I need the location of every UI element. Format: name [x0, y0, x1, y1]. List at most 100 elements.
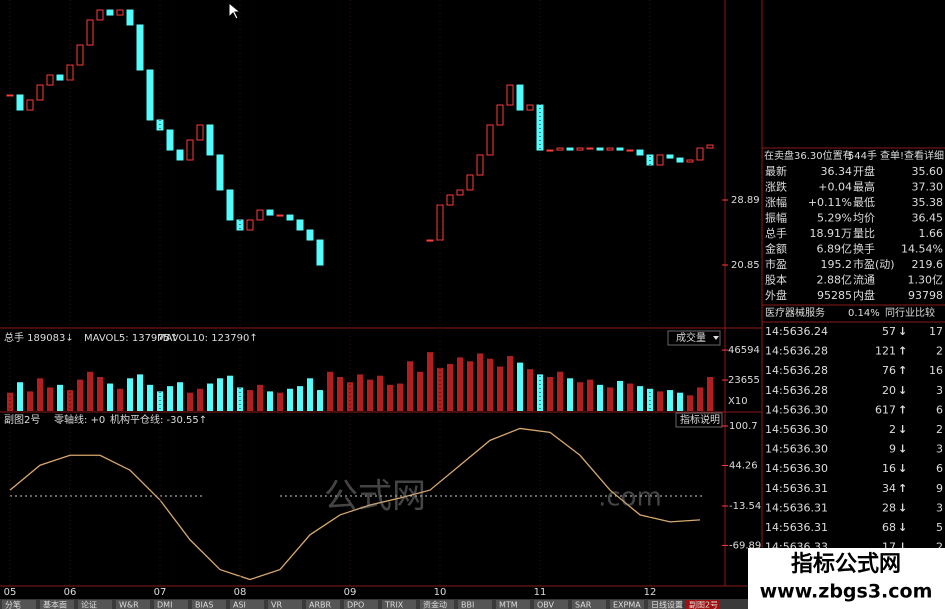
quote-label: 换手 [853, 242, 875, 256]
candle [176, 149, 184, 161]
x-tick-label: 05 [4, 587, 17, 598]
volume-header: 总手 189083↓ [4, 331, 74, 344]
trade-volume: 28 [882, 501, 896, 514]
volume-bar [127, 378, 133, 411]
x-tick-label: 12 [644, 587, 657, 598]
volume-bar [327, 371, 333, 411]
candle [536, 104, 544, 151]
volume-bar [137, 374, 143, 411]
trade-count: 16 [929, 364, 943, 377]
volume-bar [477, 353, 483, 411]
volume-bar [567, 378, 573, 411]
candle [126, 9, 134, 26]
volume-header: MAVOL5: 137975↑ [84, 333, 178, 344]
tab[interactable] [116, 600, 150, 609]
volume-bar [107, 383, 113, 411]
content: 20.85 28.89 总手 189083↓ MAVOL5: 137975↑MAVOL… [4, 0, 944, 598]
tab[interactable] [648, 600, 682, 609]
tab[interactable] [192, 600, 226, 609]
tab[interactable] [496, 600, 530, 609]
quote-value: 36.45 [912, 212, 944, 225]
volume-bar [57, 384, 63, 411]
quote-value: 1.66 [919, 227, 944, 240]
trade-arrow: ↓ [898, 443, 907, 456]
volume-bar [397, 383, 403, 411]
volume-bar [457, 357, 463, 411]
trade-time: 14:56 [765, 462, 797, 475]
link: 查看详细 [904, 149, 944, 162]
volume-bar [707, 376, 713, 411]
trade-volume: 57 [882, 325, 896, 338]
candle [296, 219, 304, 231]
candle [256, 209, 264, 221]
tab[interactable] [344, 600, 378, 609]
candle [316, 239, 324, 266]
tab-bar [0, 599, 762, 609]
candle [616, 147, 624, 151]
volume-bar [87, 371, 93, 411]
y-tick-label: 28.89 [731, 195, 760, 206]
volume-bar [227, 375, 233, 411]
trade-arrow: ↑ [898, 482, 907, 495]
candle [446, 194, 454, 206]
trade-volume: 9 [889, 443, 896, 456]
tab[interactable] [420, 600, 454, 609]
volume-bar [157, 391, 163, 411]
candle [116, 9, 124, 16]
quote-value: 35.38 [912, 196, 944, 209]
volume-bar [297, 386, 303, 411]
trade-time: 14:56 [765, 325, 797, 338]
volume-bar [467, 361, 473, 411]
tab[interactable] [78, 600, 112, 609]
tab-label: BIAS [195, 601, 213, 609]
tab[interactable] [306, 600, 340, 609]
volume-bar [597, 384, 603, 411]
candle [486, 124, 494, 156]
sector-name: 医疗器械服务 [765, 306, 825, 319]
candle [306, 229, 314, 241]
watermark: 公式网 [324, 477, 426, 517]
volume-bar [247, 390, 253, 411]
tab[interactable] [2, 600, 36, 609]
trade-arrow: ↑ [898, 364, 907, 377]
indicator-header: 机构平仓线: -30.55↑ [110, 413, 207, 426]
candle [666, 154, 674, 159]
y-tick-label: 44.26 [729, 461, 758, 472]
quote-label: 振幅 [765, 211, 787, 225]
tab[interactable] [268, 600, 302, 609]
quote-label: 外盘 [765, 288, 787, 302]
tab[interactable] [230, 600, 264, 609]
tab[interactable] [610, 600, 644, 609]
trade-time: 14:56 [765, 521, 797, 534]
candle [146, 69, 154, 121]
logo-brand: 指标公式网 [791, 551, 901, 577]
candle [76, 44, 84, 66]
tab[interactable] [534, 600, 568, 609]
candle [166, 129, 174, 151]
tab[interactable] [382, 600, 416, 609]
y-tick-label: -69.89 [729, 540, 761, 551]
indicator-button[interactable] [675, 412, 723, 428]
tab[interactable] [40, 600, 74, 609]
trade-volume: 617 [875, 403, 896, 416]
candle [106, 9, 114, 16]
tab[interactable] [154, 600, 188, 609]
candle [646, 154, 654, 166]
tab[interactable] [686, 600, 720, 609]
candle [246, 219, 254, 231]
indicator-header: 零轴线: +0 [54, 413, 105, 426]
quote-value: 18.91万 [810, 227, 853, 240]
volume-bar [497, 366, 503, 411]
tab-label: 论证 [81, 600, 97, 609]
trade-time: 14:56 [765, 345, 797, 358]
selector-box[interactable] [667, 330, 721, 346]
quote-label: 内盘 [853, 288, 875, 302]
tab[interactable] [458, 600, 492, 609]
candle [476, 154, 484, 176]
tab[interactable] [572, 600, 606, 609]
volume-bar [437, 367, 443, 411]
candle [676, 157, 684, 163]
candle [626, 149, 634, 152]
candle [426, 239, 434, 242]
